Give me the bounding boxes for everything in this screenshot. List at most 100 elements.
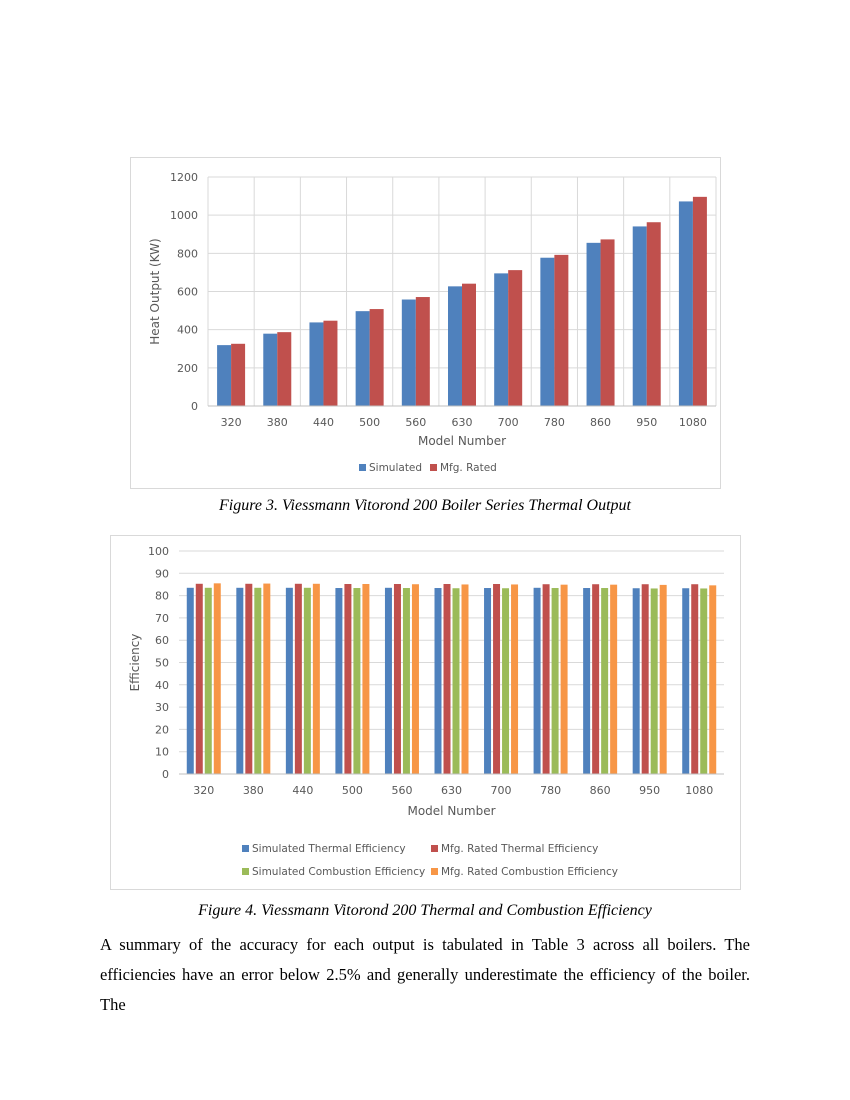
bar-simulated-thermal-efficiency-700 xyxy=(484,588,492,774)
bar-mfg-rated-780 xyxy=(554,254,569,406)
chart-efficiency: 0 10 20 30 40 50 60 70 80 90 100 320 380 440 500 560 630… xyxy=(128,545,724,878)
x-tick-label: 380 xyxy=(243,784,264,797)
body-paragraph: A summary of the accuracy for each outpu… xyxy=(100,930,750,1020)
bar-mfg-rated-combustion-efficiency-1080 xyxy=(709,585,717,774)
y-tick-label: 70 xyxy=(155,612,169,625)
bar-simulated-combustion-efficiency-380 xyxy=(254,587,262,774)
paragraph-line: efficiencies have an error below 2.5% an… xyxy=(100,965,750,1014)
bar-mfg-rated-thermal-efficiency-860 xyxy=(592,584,600,774)
bar-simulated-thermal-efficiency-780 xyxy=(533,587,541,774)
legend-label: Mfg. Rated Combustion Efficiency xyxy=(441,866,618,878)
y-tick-label: 60 xyxy=(155,634,169,647)
bar-simulated-560 xyxy=(401,299,416,406)
legend-label: Mfg. Rated xyxy=(440,462,497,474)
x-tick-label: 440 xyxy=(292,784,313,797)
x-tick-label: 1080 xyxy=(679,416,707,429)
y-tick-label: 1200 xyxy=(170,171,198,184)
paragraph-line: A summary of the accuracy for each outpu… xyxy=(100,935,750,954)
x-tick-label: 380 xyxy=(267,416,288,429)
y-axis-title: Efficiency xyxy=(128,634,142,692)
y-tick-label: 100 xyxy=(148,545,169,558)
legend-swatch xyxy=(242,845,249,852)
x-tick-label: 560 xyxy=(405,416,426,429)
figure-4-caption: Figure 4. Viessmann Vitorond 200 Thermal… xyxy=(198,902,652,919)
legend-swatch xyxy=(431,845,438,852)
bar-mfg-rated-thermal-efficiency-630 xyxy=(443,584,451,774)
x-tick-label: 630 xyxy=(441,784,462,797)
bar-mfg-rated-thermal-efficiency-950 xyxy=(641,584,649,774)
bar-mfg-rated-combustion-efficiency-860 xyxy=(610,584,618,774)
y-tick-label: 90 xyxy=(155,567,169,580)
bar-simulated-1080 xyxy=(678,201,693,406)
bar-mfg-rated-thermal-efficiency-700 xyxy=(493,584,501,774)
bar-simulated-thermal-efficiency-630 xyxy=(434,588,442,774)
bar-simulated-500 xyxy=(355,311,370,406)
bar-mfg-rated-500 xyxy=(369,309,384,406)
bar-simulated-thermal-efficiency-950 xyxy=(632,588,640,774)
bar-simulated-320 xyxy=(217,345,232,406)
x-tick-label: 950 xyxy=(639,784,660,797)
bar-mfg-rated-combustion-efficiency-780 xyxy=(560,584,568,774)
legend-label: Mfg. Rated Thermal Efficiency xyxy=(441,843,598,855)
bar-mfg-rated-combustion-efficiency-630 xyxy=(461,584,469,774)
x-tick-label: 860 xyxy=(590,416,611,429)
bar-simulated-thermal-efficiency-860 xyxy=(583,588,591,774)
y-tick-label: 800 xyxy=(177,247,198,260)
legend-swatch xyxy=(359,464,366,471)
y-tick-label: 0 xyxy=(162,768,169,781)
bar-mfg-rated-combustion-efficiency-500 xyxy=(362,584,370,774)
bar-simulated-thermal-efficiency-1080 xyxy=(682,588,690,774)
bar-mfg-rated-thermal-efficiency-500 xyxy=(344,584,352,774)
x-axis-title: Model Number xyxy=(407,804,495,818)
bar-simulated-combustion-efficiency-630 xyxy=(452,588,460,774)
bar-simulated-950 xyxy=(632,226,647,406)
bar-simulated-thermal-efficiency-500 xyxy=(335,588,343,774)
bar-mfg-rated-combustion-efficiency-440 xyxy=(312,583,320,774)
y-axis-title: Heat Output (KW) xyxy=(148,238,162,344)
y-tick-label: 1000 xyxy=(170,209,198,222)
bar-mfg-rated-630 xyxy=(462,283,476,406)
bar-mfg-rated-thermal-efficiency-780 xyxy=(542,584,550,774)
bar-simulated-combustion-efficiency-950 xyxy=(650,588,658,774)
bar-simulated-combustion-efficiency-860 xyxy=(601,588,609,774)
y-tick-label: 80 xyxy=(155,590,169,603)
x-tick-label: 950 xyxy=(636,416,657,429)
bar-mfg-rated-combustion-efficiency-380 xyxy=(263,583,271,774)
bar-mfg-rated-combustion-efficiency-700 xyxy=(511,584,519,774)
legend-swatch xyxy=(242,868,249,875)
y-tick-label: 200 xyxy=(177,362,198,375)
x-tick-label: 560 xyxy=(391,784,412,797)
y-tick-label: 600 xyxy=(177,286,198,299)
bar-mfg-rated-440 xyxy=(323,320,338,406)
bar-simulated-700 xyxy=(494,273,509,406)
bar-mfg-rated-combustion-efficiency-560 xyxy=(411,584,419,774)
legend-label: Simulated xyxy=(369,462,422,474)
y-tick-label: 30 xyxy=(155,701,169,714)
bar-mfg-rated-thermal-efficiency-320 xyxy=(195,583,203,774)
bar-simulated-combustion-efficiency-1080 xyxy=(700,588,708,774)
x-tick-label: 1080 xyxy=(685,784,713,797)
x-axis-title: Model Number xyxy=(418,434,506,448)
bar-simulated-combustion-efficiency-320 xyxy=(204,587,212,774)
x-tick-label: 500 xyxy=(359,416,380,429)
bar-mfg-rated-560 xyxy=(415,297,430,406)
bar-mfg-rated-thermal-efficiency-1080 xyxy=(691,584,699,774)
x-tick-label: 860 xyxy=(590,784,611,797)
bar-mfg-rated-950 xyxy=(646,222,661,406)
x-tick-label: 320 xyxy=(193,784,214,797)
bar-mfg-rated-combustion-efficiency-320 xyxy=(213,583,221,774)
bar-mfg-rated-thermal-efficiency-440 xyxy=(294,583,302,774)
x-tick-label: 630 xyxy=(452,416,473,429)
x-tick-label: 440 xyxy=(313,416,334,429)
y-tick-label: 40 xyxy=(155,679,169,692)
chart-efficiency-frame: 0 10 20 30 40 50 60 70 80 90 100 320 380 440 500 560 630… xyxy=(110,535,741,890)
bar-mfg-rated-thermal-efficiency-380 xyxy=(245,583,253,774)
bar-simulated-380 xyxy=(263,333,278,406)
x-tick-label: 780 xyxy=(544,416,565,429)
bar-simulated-thermal-efficiency-440 xyxy=(285,587,293,774)
x-tick-label: 780 xyxy=(540,784,561,797)
bar-simulated-thermal-efficiency-560 xyxy=(384,587,392,774)
bar-simulated-440 xyxy=(309,322,324,406)
x-tick-label: 320 xyxy=(221,416,242,429)
chart-thermal-output-frame: 0 200 400 600 800 1000 1200 320 380 440 500 560 630 7… xyxy=(130,157,721,489)
